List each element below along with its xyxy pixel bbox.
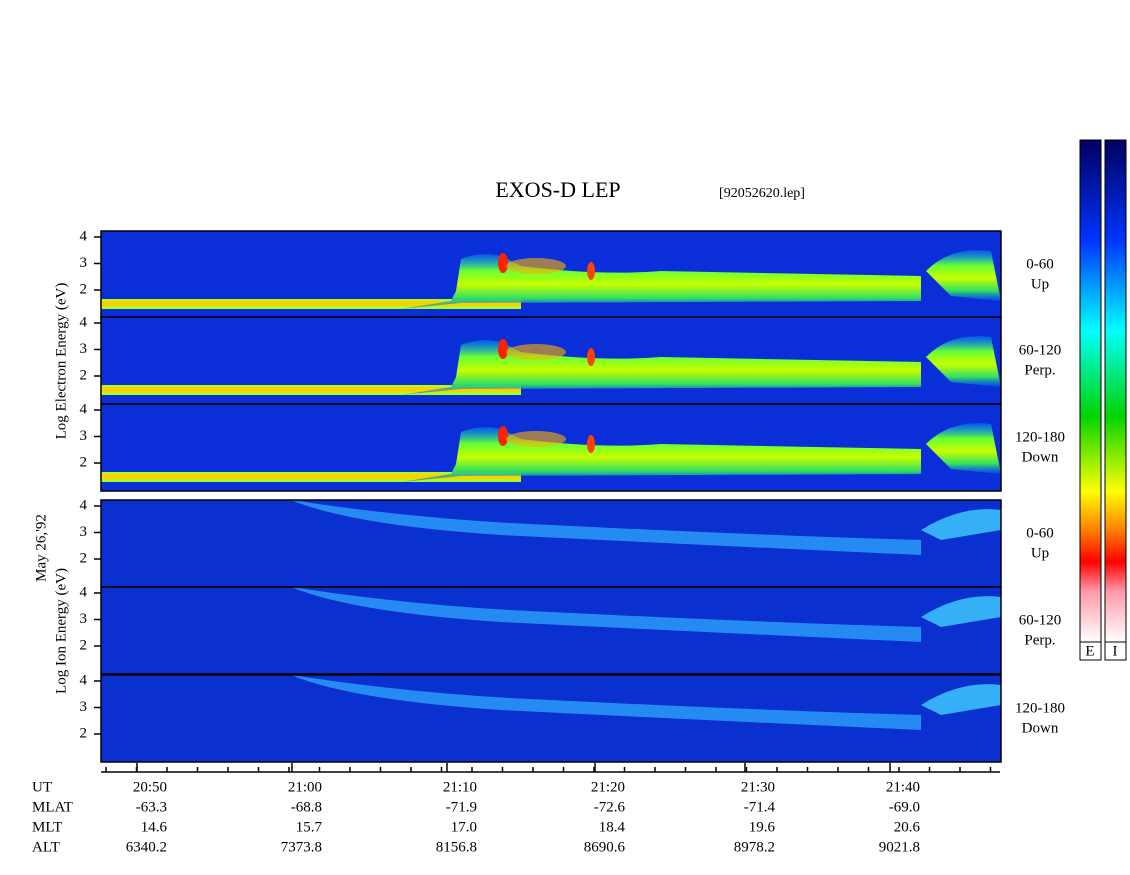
row-value: 19.6 — [749, 819, 776, 835]
panel-range: 0-60 — [1026, 525, 1054, 541]
colorbar-label: E — [1085, 643, 1094, 659]
row-value: 21:30 — [741, 779, 775, 795]
row-value: -63.3 — [136, 799, 167, 815]
row-label: ALT — [32, 839, 60, 855]
ion-spectrogram — [100, 674, 1002, 763]
row-value: 21:20 — [591, 779, 625, 795]
electron-spectrogram — [100, 316, 1002, 405]
y-tick-label: 2 — [80, 367, 88, 383]
date: May 26,'92 — [33, 514, 49, 582]
row-value: 15.7 — [296, 819, 323, 835]
y-tick-label: 3 — [80, 699, 88, 715]
y-tick-label: 3 — [80, 255, 88, 271]
colorbar-e: E — [1079, 139, 1102, 661]
row-value: 20.6 — [894, 819, 921, 835]
colorbar-i: I — [1104, 139, 1127, 661]
y-tick-label: 3 — [80, 611, 88, 627]
y-tick-label: 4 — [80, 401, 88, 417]
panel-direction: Perp. — [1024, 362, 1055, 378]
panel-range: 60-120 — [1019, 612, 1062, 628]
y-tick-label: 4 — [80, 314, 88, 330]
panel-range: 0-60 — [1026, 256, 1054, 272]
ion-axis-label: Log Ion Energy (eV) — [53, 568, 69, 694]
row-value: 21:00 — [288, 779, 322, 795]
y-tick-label: 2 — [80, 725, 88, 741]
y-tick-label: 3 — [80, 524, 88, 540]
ion-spectrogram — [100, 586, 1002, 675]
y-tick-label: 3 — [80, 428, 88, 444]
row-value: 20:50 — [133, 779, 167, 795]
row-value: 17.0 — [451, 819, 477, 835]
y-tick-label: 2 — [80, 637, 88, 653]
panel-direction: Down — [1022, 720, 1059, 736]
panel-range: 120-180 — [1015, 700, 1065, 716]
row-label: MLAT — [32, 799, 73, 815]
y-tick-label: 2 — [80, 454, 88, 470]
row-value: 8978.2 — [734, 839, 775, 855]
row-value: 21:10 — [443, 779, 477, 795]
row-value: -72.6 — [594, 799, 626, 815]
row-value: 21:40 — [886, 779, 920, 795]
row-value: -69.0 — [889, 799, 920, 815]
panel-direction: Up — [1031, 276, 1049, 292]
y-tick-label: 4 — [80, 672, 88, 688]
row-value: 14.6 — [141, 819, 168, 835]
row-value: 18.4 — [599, 819, 626, 835]
row-value: 6340.2 — [126, 839, 167, 855]
row-value: 8156.8 — [436, 839, 477, 855]
panel-direction: Perp. — [1024, 632, 1055, 648]
row-label: UT — [32, 779, 52, 795]
y-tick-label: 3 — [80, 341, 88, 357]
panel-range: 60-120 — [1019, 342, 1062, 358]
row-value: -68.8 — [291, 799, 322, 815]
row-value: -71.4 — [744, 799, 776, 815]
panel-direction: Up — [1031, 545, 1049, 561]
y-tick-label: 2 — [80, 281, 88, 297]
panel-range: 120-180 — [1015, 429, 1065, 445]
colorbar-label: I — [1113, 643, 1118, 659]
electron-axis-label: Log Electron Energy (eV) — [53, 283, 69, 440]
y-tick-label: 4 — [80, 228, 88, 244]
row-value: 9021.8 — [879, 839, 920, 855]
file-name: [92052620.lep] — [719, 186, 805, 201]
ion-spectrogram — [100, 499, 1002, 588]
row-value: 7373.8 — [281, 839, 322, 855]
panel-direction: Down — [1022, 449, 1059, 465]
y-tick-label: 4 — [80, 584, 88, 600]
y-tick-label: 4 — [80, 497, 88, 513]
electron-spectrogram — [100, 403, 1002, 492]
row-label: MLT — [32, 819, 62, 835]
title: EXOS-D LEP — [495, 177, 620, 202]
row-value: -71.9 — [446, 799, 477, 815]
y-tick-label: 2 — [80, 550, 88, 566]
row-value: 8690.6 — [584, 839, 626, 855]
electron-spectrogram — [100, 230, 1002, 319]
